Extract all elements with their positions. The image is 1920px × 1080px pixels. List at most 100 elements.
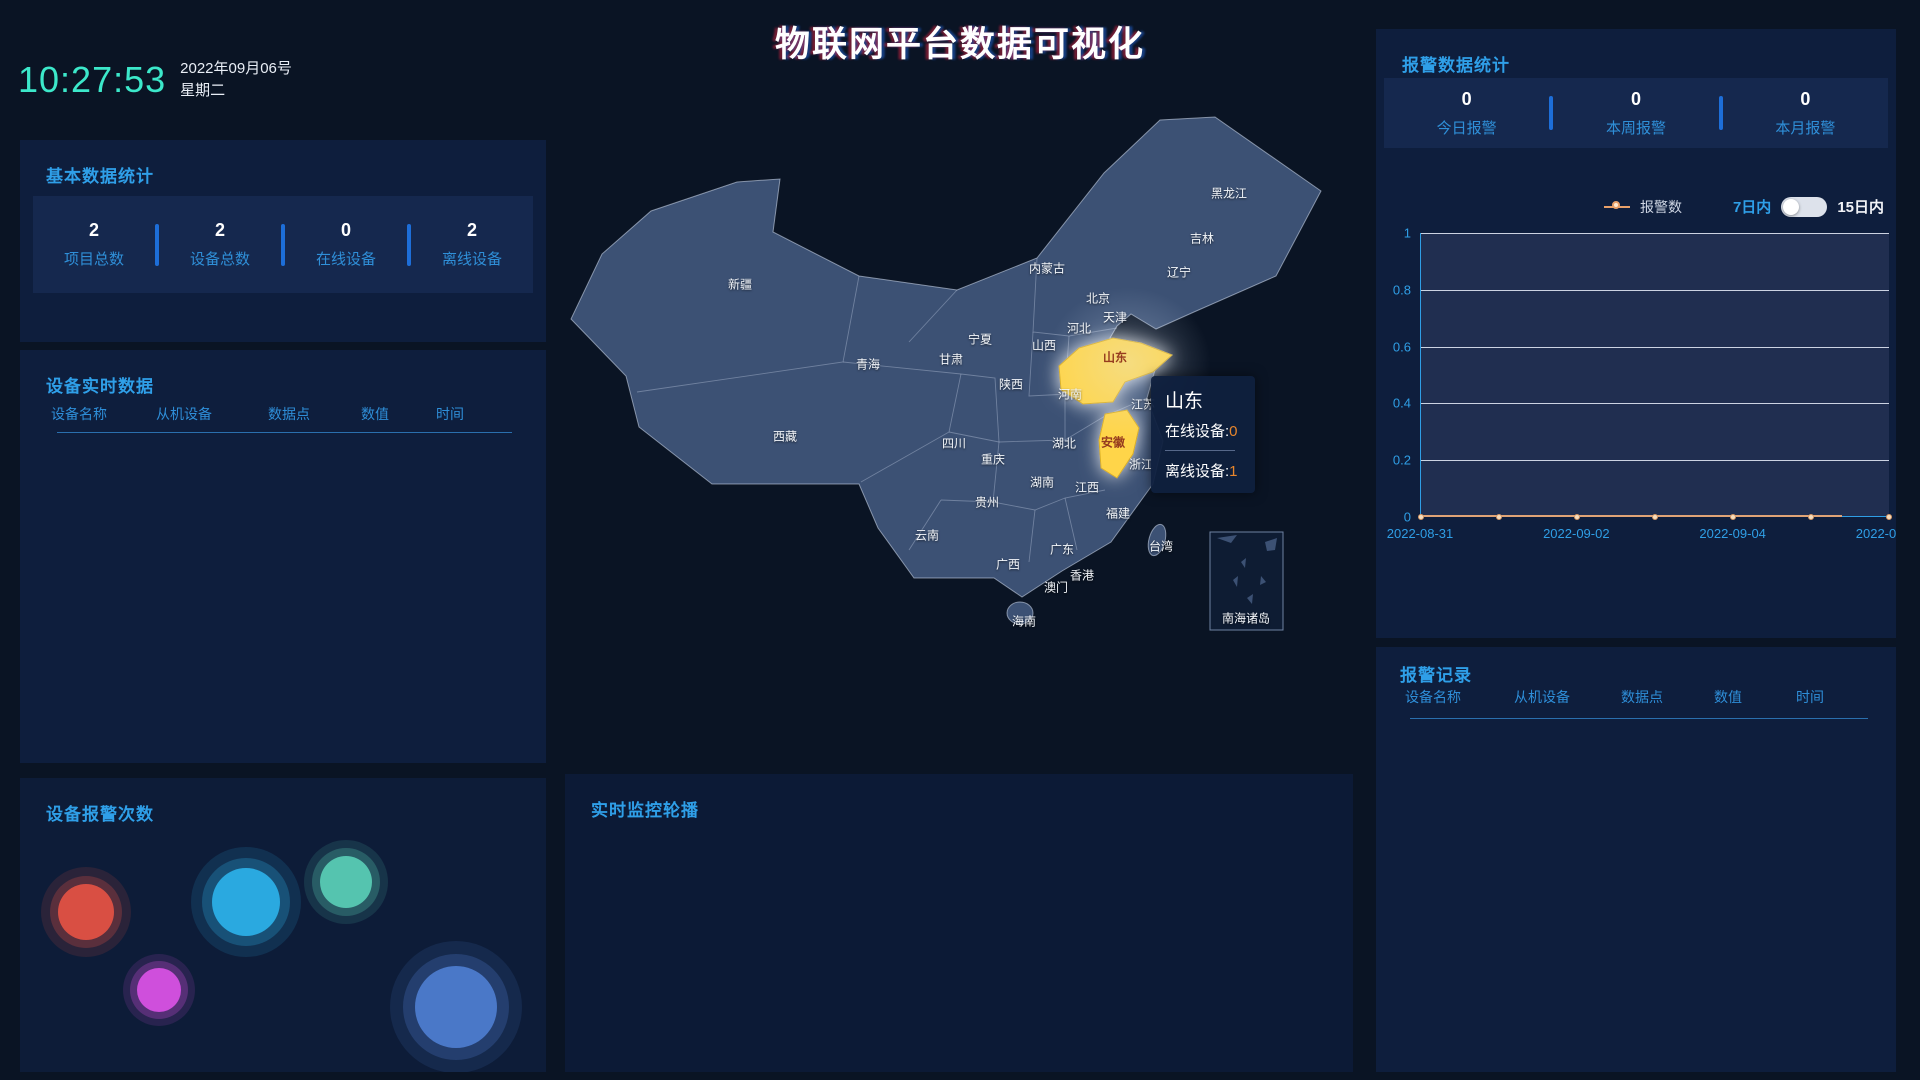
page-title: 物联网平台数据可视化 bbox=[774, 25, 1145, 64]
panel-monitor-carousel-title: 实时监控轮播 bbox=[591, 801, 699, 820]
y-axis-tick-label: 0.6 bbox=[1392, 339, 1411, 355]
panel-basic-stats-title: 基本数据统计 bbox=[46, 167, 154, 186]
table-column-header: 数据点 bbox=[268, 406, 310, 422]
panel-device-alarm-bubbles-title: 设备报警次数 bbox=[46, 805, 154, 824]
panel-basic-stats: 基本数据统计 2 项目总数 2 设备总数 0 在线设备 2 离线设备 bbox=[20, 140, 546, 342]
y-axis-tick-label: 0.4 bbox=[1392, 395, 1411, 411]
map-tooltip: 山东 在线设备:0 离线设备:1 bbox=[1151, 376, 1255, 493]
y-axis-tick-label: 0.8 bbox=[1392, 282, 1411, 298]
alarm-stats-card: 0 今日报警 0 本周报警 0 本月报警 bbox=[1384, 78, 1888, 148]
stat-value: 0 bbox=[1630, 88, 1641, 109]
series-data-point[interactable] bbox=[1495, 514, 1502, 520]
panel-realtime-data: 设备实时数据 设备名称 从机设备 数据点 数值 时间 bbox=[20, 350, 546, 763]
x-axis-tick-label: 2022-09-02 bbox=[1543, 526, 1610, 541]
panel-alarm-records-title: 报警记录 bbox=[1400, 666, 1472, 685]
stat-value: 2 bbox=[214, 220, 225, 240]
series-data-point[interactable] bbox=[1418, 514, 1424, 520]
stat-label: 在线设备 bbox=[315, 251, 376, 268]
realtime-table-headers: 设备名称 从机设备 数据点 数值 时间 bbox=[20, 404, 546, 424]
table-column-header: 从机设备 bbox=[1514, 689, 1570, 705]
map-tooltip-divider bbox=[1165, 450, 1235, 451]
taiwan-island-shape[interactable] bbox=[1145, 522, 1169, 557]
alarm-bubble[interactable] bbox=[320, 856, 372, 908]
table-column-header: 时间 bbox=[436, 406, 464, 422]
stat-label: 本周报警 bbox=[1605, 119, 1666, 137]
stat-value: 2 bbox=[88, 220, 99, 240]
map-tooltip-offline-row: 离线设备:1 bbox=[1165, 463, 1238, 480]
alarm-line-chart[interactable] bbox=[1418, 233, 1892, 520]
table-column-header: 时间 bbox=[1796, 689, 1824, 705]
south-china-sea-inset bbox=[1209, 531, 1284, 631]
series-data-point[interactable] bbox=[1729, 514, 1736, 520]
series-line-alarm bbox=[1421, 515, 1843, 517]
table-column-header: 设备名称 bbox=[51, 406, 107, 422]
alarm-bubble[interactable] bbox=[415, 966, 497, 1048]
chart-gridline bbox=[1421, 289, 1889, 291]
table-column-header: 数值 bbox=[1714, 689, 1742, 705]
clock-time: 10:27:53 bbox=[18, 58, 167, 100]
y-axis-tick-label: 0.2 bbox=[1392, 452, 1411, 468]
province-anhui-highlighted[interactable] bbox=[1098, 409, 1140, 479]
province-borders bbox=[636, 257, 1148, 563]
series-line-end-segment bbox=[1842, 516, 1889, 517]
stat-item: 2 设备总数 bbox=[159, 220, 281, 269]
toggle-option-7days[interactable]: 7日内 bbox=[1732, 199, 1772, 216]
chart-gridline bbox=[1421, 460, 1889, 462]
stat-separator bbox=[1718, 96, 1723, 130]
map-tooltip-title: 山东 bbox=[1165, 391, 1204, 412]
stat-label: 项目总数 bbox=[63, 251, 124, 268]
stat-separator bbox=[1549, 96, 1554, 130]
chart-gridline bbox=[1421, 346, 1889, 348]
legend-dot-marker bbox=[1612, 201, 1620, 209]
series-data-point[interactable] bbox=[1573, 514, 1580, 520]
series-data-point[interactable] bbox=[1652, 514, 1658, 520]
clock-date-line: 2022年09月06号 bbox=[180, 60, 292, 77]
online-value: 0 bbox=[1229, 423, 1238, 440]
alarm-bubble[interactable] bbox=[137, 968, 181, 1012]
realtime-table-divider bbox=[57, 432, 512, 433]
china-map-svg bbox=[570, 116, 1322, 631]
stat-value: 0 bbox=[1800, 88, 1811, 109]
stat-label: 离线设备 bbox=[441, 251, 502, 268]
stat-item: 2 项目总数 bbox=[33, 220, 155, 269]
chart-gridline bbox=[1421, 233, 1889, 234]
y-axis-tick-label: 0 bbox=[1403, 509, 1411, 525]
x-axis-tick-label: 2022-08-31 bbox=[1386, 526, 1454, 541]
stat-label: 今日报警 bbox=[1436, 119, 1497, 137]
stat-value: 0 bbox=[340, 220, 351, 240]
table-column-header: 从机设备 bbox=[156, 406, 212, 422]
chart-legend[interactable]: 报警数 bbox=[1604, 197, 1682, 217]
stat-separator bbox=[407, 223, 411, 266]
alarm-records-table-divider bbox=[1410, 718, 1868, 719]
alarm-bubble[interactable] bbox=[212, 868, 280, 936]
stat-value: 0 bbox=[1461, 88, 1472, 109]
clock-weekday: 星期二 bbox=[180, 81, 226, 99]
hainan-island-shape[interactable] bbox=[1006, 601, 1034, 625]
toggle-option-15days[interactable]: 15日内 bbox=[1837, 199, 1884, 216]
map-tooltip-online-row: 在线设备:0 bbox=[1165, 423, 1238, 440]
province-shandong-highlighted[interactable] bbox=[1058, 337, 1173, 405]
panel-alarm-records: 报警记录 设备名称 从机设备 数据点 数值 时间 bbox=[1376, 647, 1896, 1072]
series-data-point[interactable] bbox=[1886, 514, 1892, 520]
offline-value: 1 bbox=[1229, 463, 1238, 480]
panel-alarm-stats-title: 报警数据统计 bbox=[1402, 56, 1510, 75]
table-column-header: 数据点 bbox=[1621, 689, 1663, 705]
alarm-records-table-headers: 设备名称 从机设备 数据点 数值 时间 bbox=[1376, 687, 1896, 707]
stat-item: 2 离线设备 bbox=[411, 220, 533, 269]
basic-stats-card: 2 项目总数 2 设备总数 0 在线设备 2 离线设备 bbox=[33, 196, 533, 293]
panel-monitor-carousel: 实时监控轮播 bbox=[565, 774, 1353, 1072]
legend-line-marker bbox=[1604, 201, 1630, 209]
clock-date: 2022年09月06号 星期二 bbox=[180, 58, 292, 102]
series-data-point[interactable] bbox=[1808, 514, 1814, 520]
alarm-bubble[interactable] bbox=[58, 884, 114, 940]
table-column-header: 数值 bbox=[361, 406, 389, 422]
stat-item: 0 今日报警 bbox=[1384, 89, 1549, 138]
china-map[interactable]: 新疆 西藏 青海 甘肃 宁夏 内蒙古 黑龙江 吉林 辽宁 北京 天津 河北 山西 山东 陕西 河南 江苏 安徽 四川… bbox=[565, 110, 1365, 670]
toggle-knob bbox=[1783, 198, 1800, 215]
stat-separator bbox=[281, 223, 285, 266]
stat-label: 本月报警 bbox=[1775, 119, 1836, 137]
toggle-switch[interactable] bbox=[1781, 196, 1828, 217]
x-axis-tick-label: 2022-09-06 bbox=[1855, 526, 1896, 541]
alarm-bubble-chart bbox=[20, 778, 546, 1072]
